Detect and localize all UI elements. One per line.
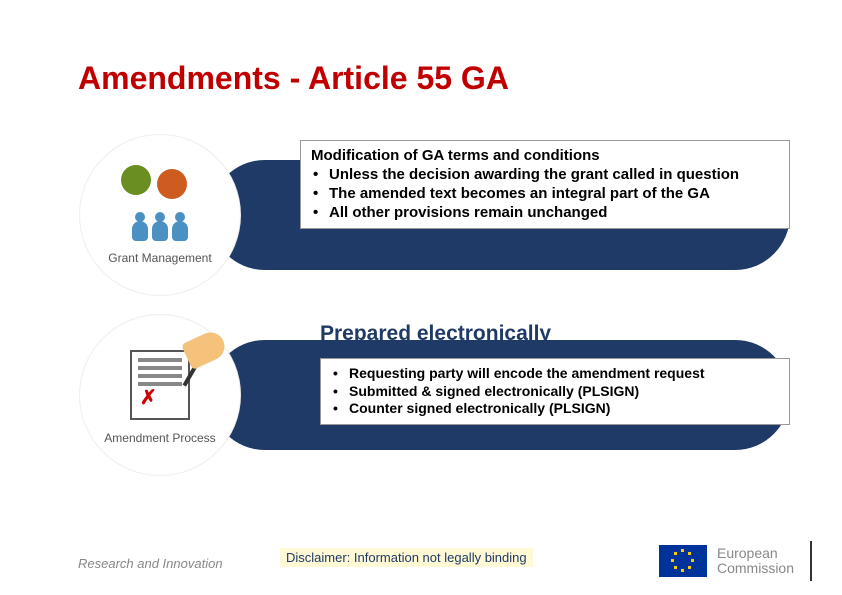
- ec-divider: [810, 541, 812, 581]
- block-amendment-process: ✗ Amendment Process Prepared electronica…: [100, 320, 790, 470]
- block1-heading: Modification of GA terms and conditions: [311, 147, 779, 164]
- bullet-item: All other provisions remain unchanged: [311, 204, 779, 223]
- ec-line1: European: [717, 546, 794, 561]
- block2-textbox: Requesting party will encode the amendme…: [320, 358, 790, 425]
- block-grant-management: Grant Management Modification of GA term…: [100, 140, 790, 290]
- footer-research-innovation: Research and Innovation: [78, 556, 223, 571]
- european-commission-logo: European Commission: [659, 541, 812, 581]
- block2-bullets: Requesting party will encode the amendme…: [331, 365, 779, 418]
- amendment-process-icon: ✗ Amendment Process: [80, 315, 240, 475]
- icon-caption: Grant Management: [108, 251, 211, 265]
- ec-text: European Commission: [717, 546, 794, 577]
- bullet-item: Submitted & signed electronically (PLSIG…: [331, 383, 779, 401]
- bullet-item: The amended text becomes an integral par…: [311, 185, 779, 204]
- bullet-item: Counter signed electronically (PLSIGN): [331, 400, 779, 418]
- ec-line2: Commission: [717, 561, 794, 576]
- eu-flag-icon: [659, 545, 707, 577]
- bullet-item: Unless the decision awarding the grant c…: [311, 166, 779, 185]
- block1-bullets: Unless the decision awarding the grant c…: [311, 166, 779, 222]
- grant-management-icon: Grant Management: [80, 135, 240, 295]
- bullet-item: Requesting party will encode the amendme…: [331, 365, 779, 383]
- block1-textbox: Modification of GA terms and conditions …: [300, 140, 790, 229]
- disclaimer: Disclaimer: Information not legally bind…: [280, 548, 533, 567]
- block2-heading: Prepared electronically: [320, 322, 551, 346]
- slide-title: Amendments - Article 55 GA: [78, 60, 509, 97]
- icon-caption: Amendment Process: [104, 431, 215, 445]
